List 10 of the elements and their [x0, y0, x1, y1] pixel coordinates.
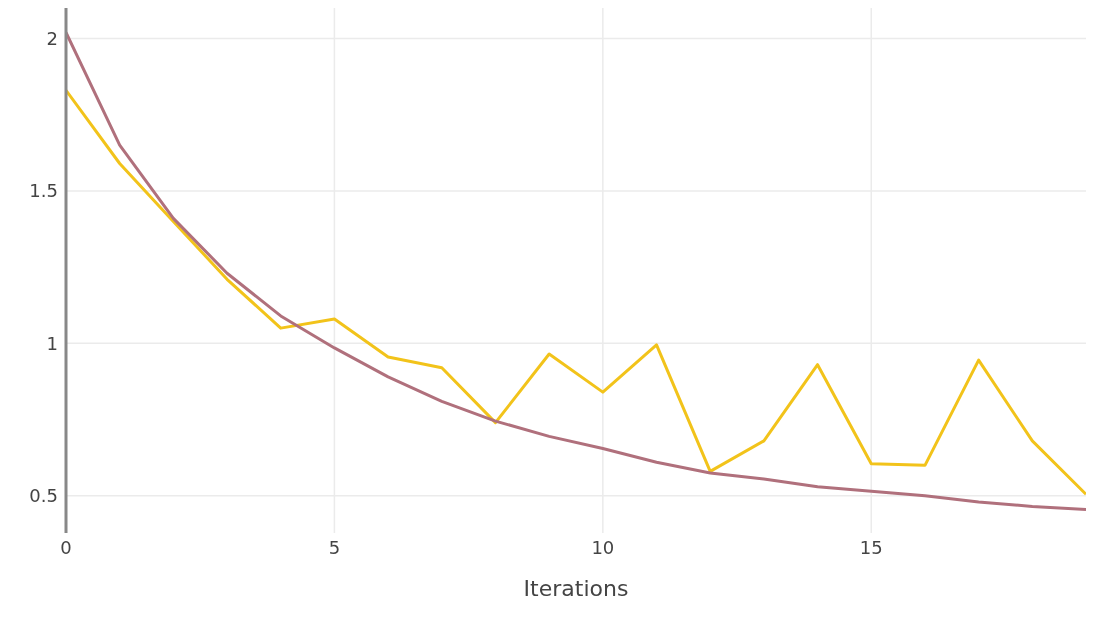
- y-tick-label: 1: [46, 332, 58, 354]
- y-tick-label: 1.5: [29, 180, 58, 202]
- y-tick-label: 0.5: [29, 485, 58, 507]
- x-tick-label: 0: [60, 536, 72, 558]
- x-tick-label: 5: [328, 536, 341, 558]
- y-tick-label: 2: [46, 27, 58, 49]
- line-series: [66, 88, 1086, 496]
- x-axis-title: Iterations: [523, 576, 629, 601]
- x-tick-label: 15: [859, 536, 883, 558]
- x-tick-label: 10: [591, 536, 615, 558]
